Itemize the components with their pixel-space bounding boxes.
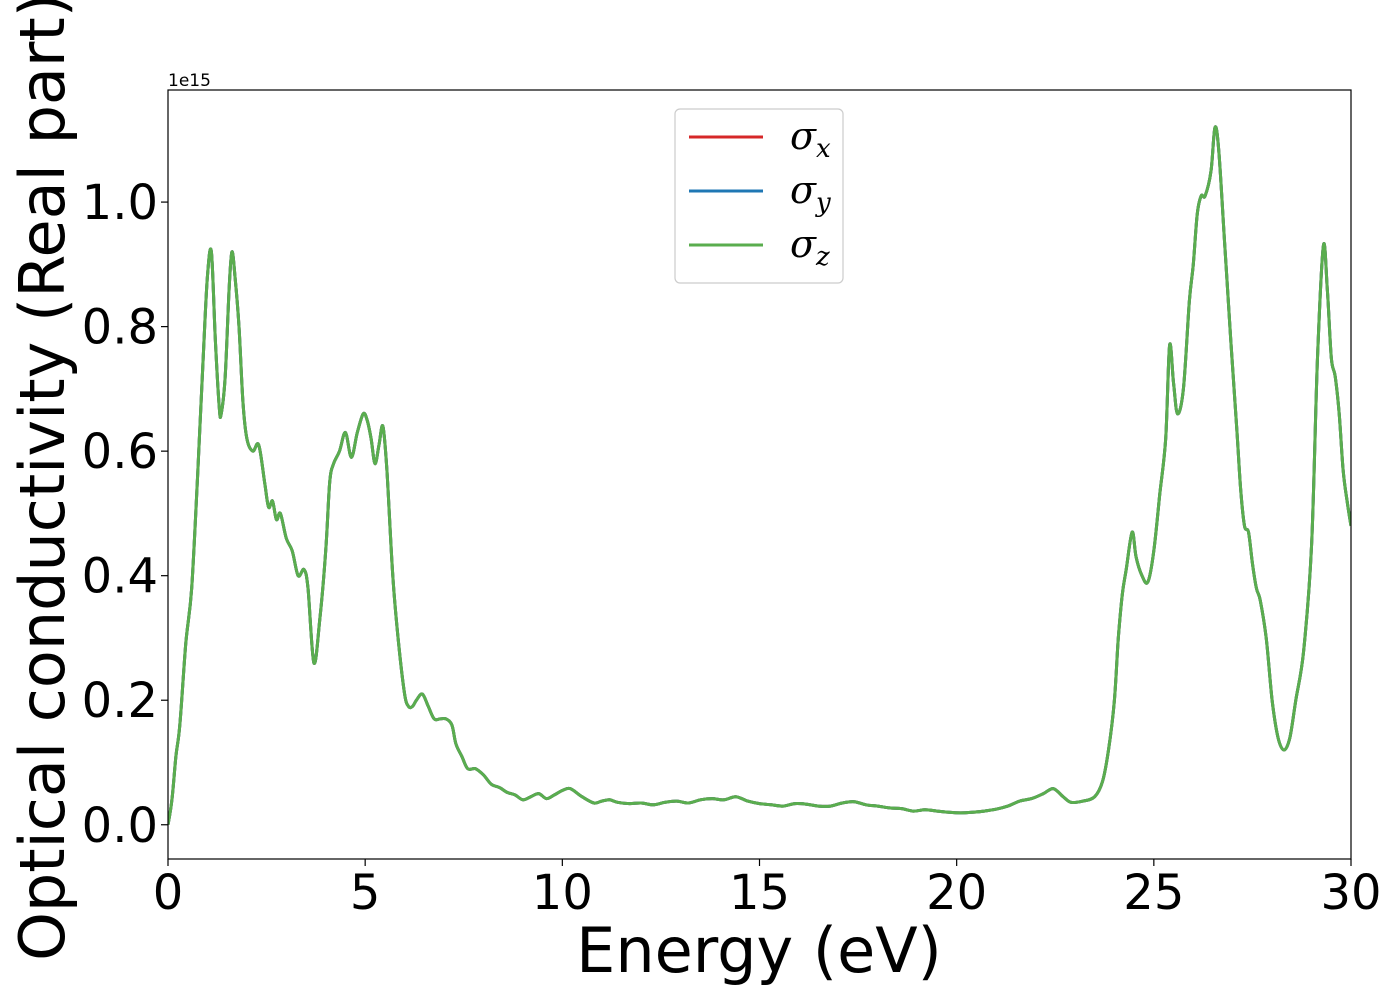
x-tick-label: 10 [532, 865, 593, 921]
legend-label-sigma-x: σx [790, 114, 831, 164]
x-axis: 0 5 10 15 20 25 30 [153, 859, 1382, 921]
legend-subscript: z [815, 242, 830, 272]
y-axis-label: Optical conductivity (Real part) [6, 0, 79, 961]
legend-label-sigma-y: σy [790, 168, 831, 218]
legend-subscript: x [816, 134, 831, 164]
legend-label-sigma-z: σz [790, 222, 830, 272]
x-tick-label: 5 [350, 865, 381, 921]
legend-symbol: σ [790, 168, 817, 212]
y-tick-label: 1.0 [82, 175, 158, 231]
x-tick-label: 0 [153, 865, 184, 921]
y-tick-label: 0.0 [82, 798, 158, 854]
x-tick-label: 30 [1320, 865, 1381, 921]
legend-subscript: y [815, 188, 831, 218]
series-layer [168, 125, 1351, 826]
y-offset-text: 1e15 [168, 71, 211, 91]
y-tick-label: 0.2 [82, 673, 158, 729]
y-tick-label: 0.4 [82, 549, 158, 605]
series-line-sigma-z [168, 125, 1351, 826]
x-tick-label: 25 [1123, 865, 1184, 921]
y-tick-label: 0.6 [82, 424, 158, 480]
y-axis: 0.0 0.2 0.4 0.6 0.8 1.0 [82, 175, 168, 854]
y-tick-label: 0.8 [82, 300, 158, 356]
x-tick-label: 20 [926, 865, 987, 921]
legend-box [674, 108, 844, 284]
x-axis-label: Energy (eV) [576, 914, 942, 987]
legend-symbol: σ [790, 222, 817, 266]
legend-symbol: σ [790, 114, 817, 158]
x-tick-label: 15 [729, 865, 790, 921]
